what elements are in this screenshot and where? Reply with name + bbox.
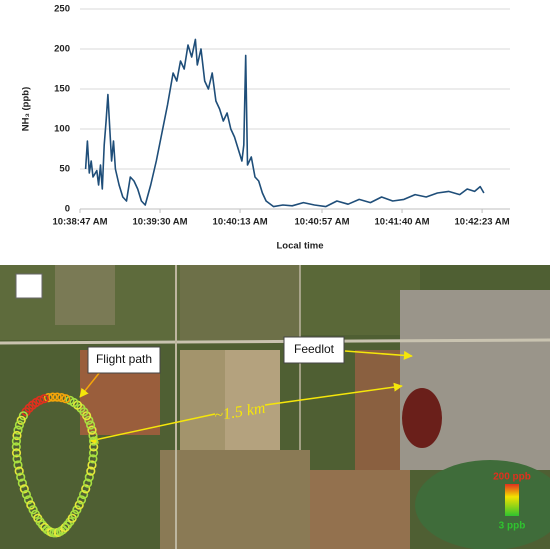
y-axis-label: NH₃ (ppb)	[21, 87, 32, 132]
flight-point	[18, 411, 29, 421]
panel-box	[15, 273, 43, 299]
flight-point	[88, 448, 99, 458]
flight-point	[87, 425, 97, 435]
x-tick-label: 10:41:40 AM	[374, 217, 429, 228]
flight-point	[12, 430, 22, 441]
y-tick-label: 150	[54, 84, 70, 95]
data-line	[84, 38, 485, 208]
field	[415, 460, 550, 550]
flight-point	[26, 500, 36, 510]
legend-min: 3 ppb	[499, 521, 526, 532]
flight-point	[52, 392, 62, 402]
flight-point	[11, 448, 22, 458]
flight-point	[21, 489, 32, 500]
flight-point	[37, 520, 48, 530]
flight-point	[48, 392, 58, 402]
field	[310, 470, 410, 549]
x-tick-label: 10:40:13 AM	[213, 217, 268, 228]
arrow	[89, 413, 216, 444]
arrow	[264, 382, 403, 406]
flight-point	[88, 436, 99, 446]
label-box	[87, 346, 161, 374]
flight-point	[88, 454, 98, 464]
flight-point	[86, 466, 96, 476]
flight-point	[39, 394, 49, 404]
feedlot-label: Feedlot	[294, 342, 335, 356]
field	[180, 265, 300, 340]
flight-point	[65, 395, 75, 405]
y-tick-label: 200	[54, 44, 70, 55]
flight-point	[84, 415, 94, 425]
flight-point	[19, 484, 29, 494]
flight-point	[56, 393, 67, 403]
flight-point	[14, 466, 24, 476]
legend-max: 200 ppb	[493, 472, 531, 483]
label-box	[283, 336, 345, 364]
flight-point	[74, 500, 84, 510]
field	[355, 350, 400, 480]
x-tick-label: 10:38:47 AM	[52, 217, 107, 228]
pond	[402, 388, 442, 448]
y-tick-label: 250	[54, 4, 70, 15]
y-tick-label: 0	[65, 204, 70, 215]
field	[55, 265, 115, 325]
road	[0, 338, 550, 345]
flight-point	[81, 484, 91, 494]
flight-point	[43, 393, 54, 403]
legend-gradient	[505, 484, 519, 516]
flight-point	[11, 436, 21, 446]
field	[160, 450, 310, 549]
arrow	[79, 371, 101, 398]
flight-point	[69, 509, 80, 519]
flight-point	[14, 420, 24, 430]
flight-point	[60, 522, 70, 533]
flight-point	[17, 478, 28, 488]
satellite-map: Flight path Feedlot ~1.5 km 200 ppb 3 pp…	[0, 265, 550, 550]
flight-point	[76, 495, 87, 505]
flight-point	[82, 478, 93, 488]
flight-point	[61, 394, 71, 404]
flight-point	[84, 472, 94, 482]
y-tick-label: 100	[54, 124, 70, 135]
x-tick-label: 10:42:23 AM	[455, 217, 510, 228]
flight-point	[72, 505, 82, 515]
x-tick-label: 10:39:30 AM	[132, 217, 187, 228]
flight-point	[16, 472, 26, 482]
flight-point	[89, 442, 99, 452]
flight-point	[85, 420, 96, 430]
flight-point	[58, 525, 68, 535]
field	[180, 350, 225, 460]
x-tick-label: 10:40:57 AM	[294, 217, 349, 228]
flight-point	[12, 454, 22, 464]
flight-point	[13, 425, 23, 435]
flight-point	[87, 460, 97, 470]
flight-point	[13, 460, 23, 470]
x-axis-label: Local time	[277, 241, 324, 252]
flight-point	[28, 505, 38, 515]
y-tick-label: 50	[59, 164, 70, 175]
arrow	[344, 350, 413, 360]
flight-point	[11, 442, 21, 452]
flight-point	[78, 489, 89, 500]
flight-point	[88, 430, 98, 441]
flight-point	[16, 415, 26, 425]
flight-path-label: Flight path	[96, 352, 152, 366]
flight-point	[23, 495, 34, 505]
